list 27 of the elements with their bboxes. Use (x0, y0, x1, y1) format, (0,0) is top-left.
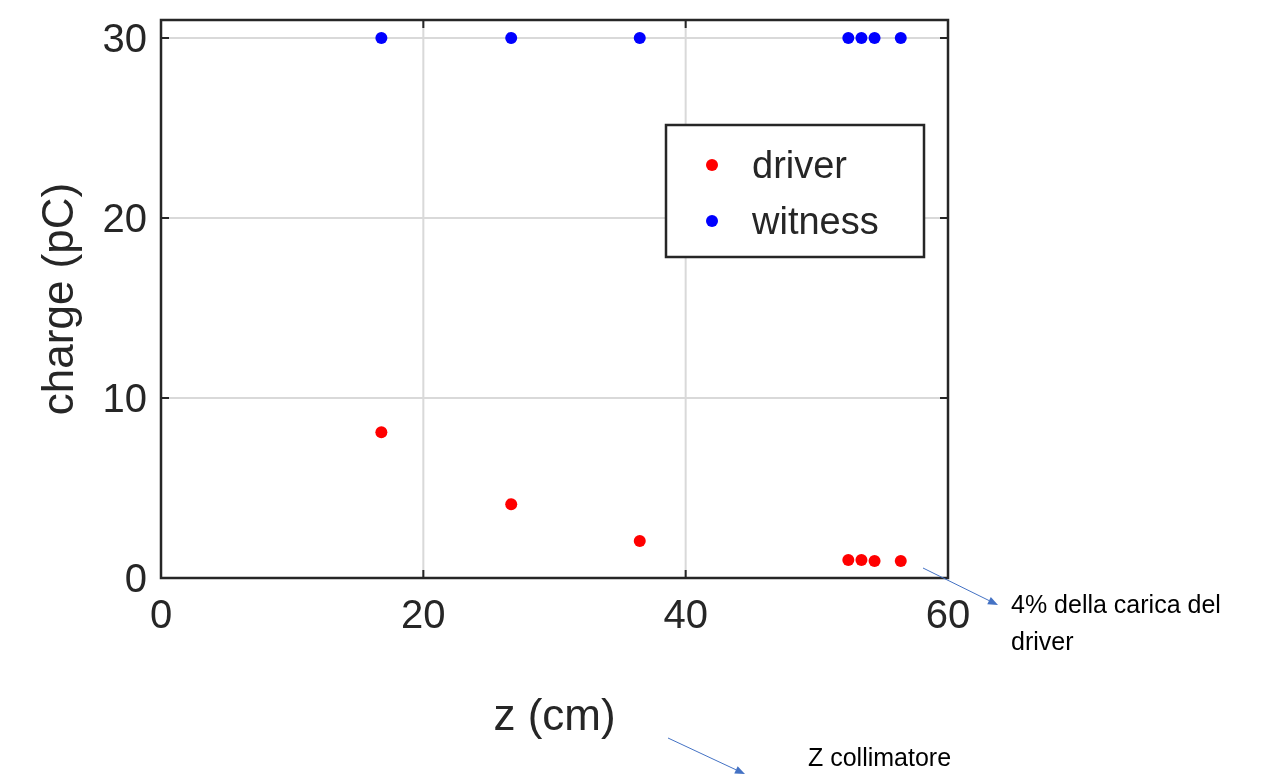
x-axis-title: z (cm) (493, 690, 616, 739)
point (633, 535, 646, 548)
point (375, 32, 388, 44)
point (375, 426, 388, 439)
point (505, 498, 518, 511)
x-tick-label: 60 (925, 592, 971, 636)
point (842, 554, 855, 566)
point (894, 554, 907, 567)
point (633, 32, 646, 44)
y-axis-title: charge (pC) (33, 182, 82, 416)
point (855, 554, 868, 566)
point (868, 32, 881, 44)
y-tick-label: 0 (124, 556, 147, 600)
point (842, 32, 855, 44)
legend-label: driver (752, 144, 848, 187)
x-tick-label: 40 (663, 592, 708, 636)
point (505, 32, 518, 44)
y-tick-label: 10 (102, 376, 147, 420)
y-tick-label: 20 (102, 196, 147, 240)
text: Z collimatore (808, 743, 952, 771)
point (894, 32, 907, 44)
x-tick-label: 20 (401, 592, 446, 636)
y-tick-label: 30 (102, 16, 147, 60)
text: 4% della carica del driver (1011, 589, 1222, 657)
point (868, 554, 881, 567)
legend-label: witness (751, 200, 879, 243)
point (855, 32, 868, 44)
